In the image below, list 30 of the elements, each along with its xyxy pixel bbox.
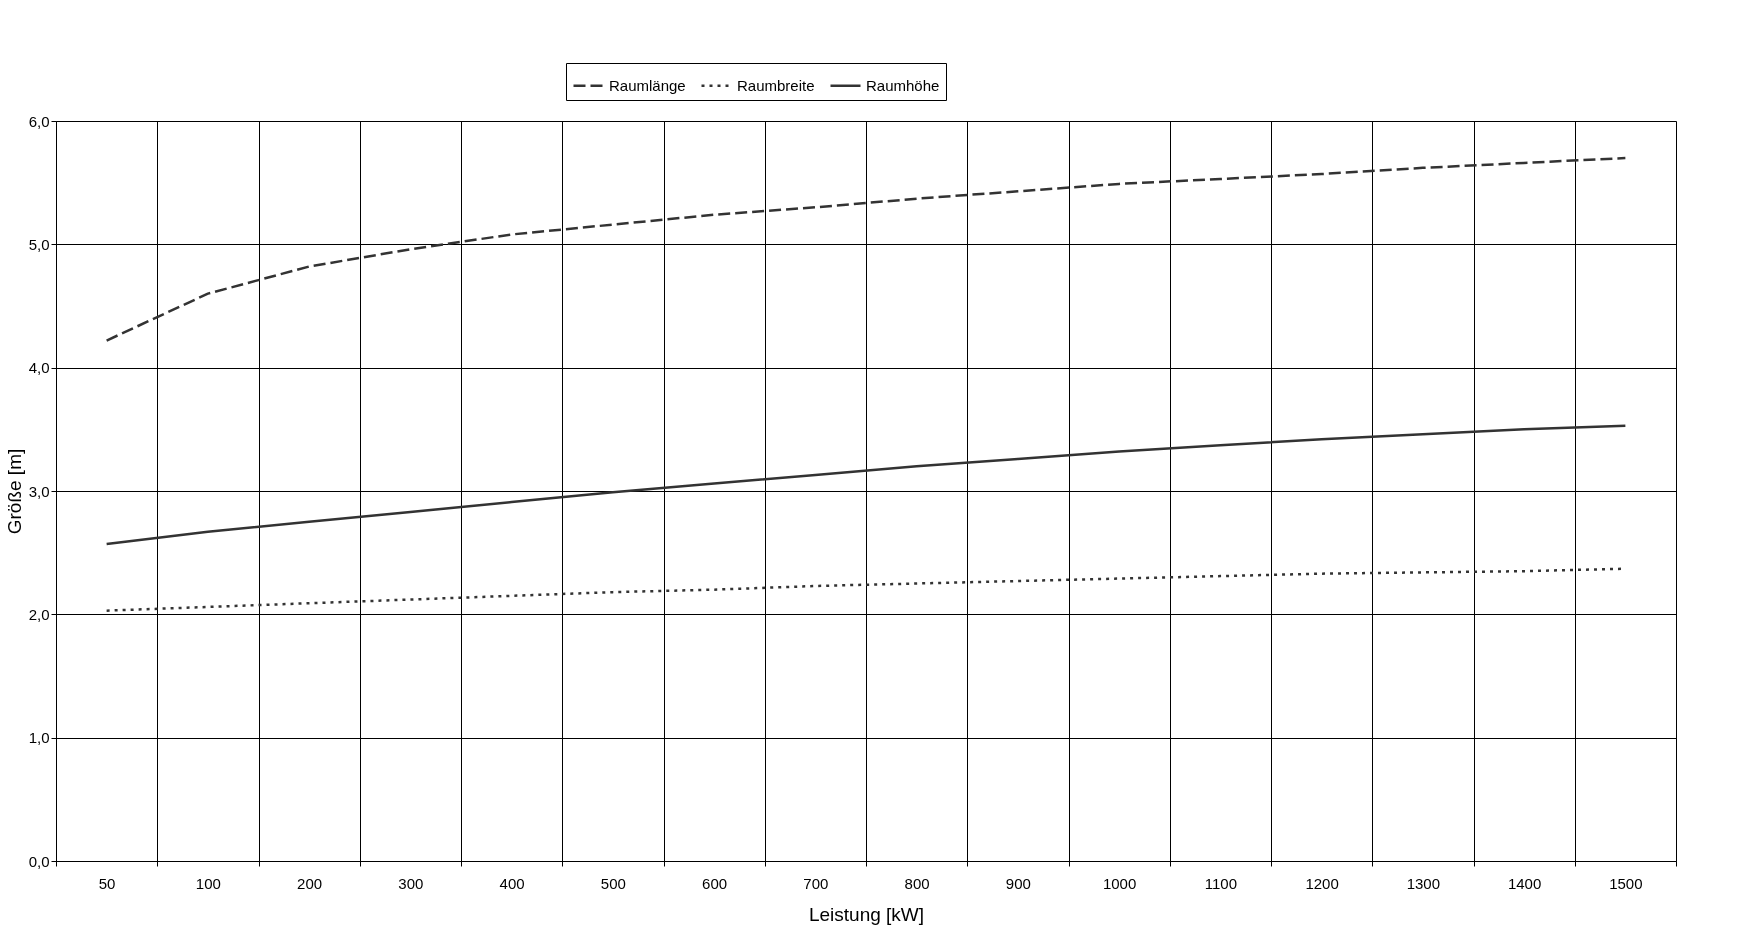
line-series	[105, 424, 1627, 546]
x-tick-label: 1200	[1305, 874, 1339, 892]
x-tick-label: 1300	[1406, 874, 1441, 892]
y-tick-label: 0,0	[28, 852, 50, 870]
line-series	[105, 156, 1627, 342]
y-tick-label: 3,0	[28, 482, 50, 500]
x-tick-label: 900	[1005, 874, 1031, 892]
legend-label: Raumlänge	[609, 76, 686, 94]
x-tick-label: 100	[195, 874, 221, 892]
x-tick-label: 1100	[1204, 874, 1238, 892]
x-tick-label: 200	[297, 874, 323, 892]
y-tick-label: 5,0	[28, 235, 50, 253]
x-tick-label: 400	[499, 874, 525, 892]
x-tick-label: 500	[600, 874, 626, 892]
x-tick-label: 700	[803, 874, 829, 892]
x-tick-label: 1000	[1102, 874, 1137, 892]
y-axis-title: Größe [m]	[3, 448, 25, 535]
x-tick-label: 50	[98, 874, 116, 892]
x-tick-label: 300	[398, 874, 424, 892]
x-tick-label: 1400	[1507, 874, 1542, 892]
legend-label: Raumbreite	[737, 76, 815, 94]
x-tick-label: 800	[904, 874, 930, 892]
legend-label: Raumhöhe	[866, 76, 940, 94]
y-tick-label: 4,0	[28, 359, 50, 377]
y-tick-label: 6,0	[28, 112, 50, 130]
x-axis-title: Leistung [kW]	[808, 903, 925, 925]
y-tick-label: 2,0	[28, 605, 50, 623]
x-tick-label: 600	[702, 874, 728, 892]
x-tick-label: 1500	[1609, 874, 1643, 892]
y-tick-label: 1,0	[28, 729, 50, 747]
